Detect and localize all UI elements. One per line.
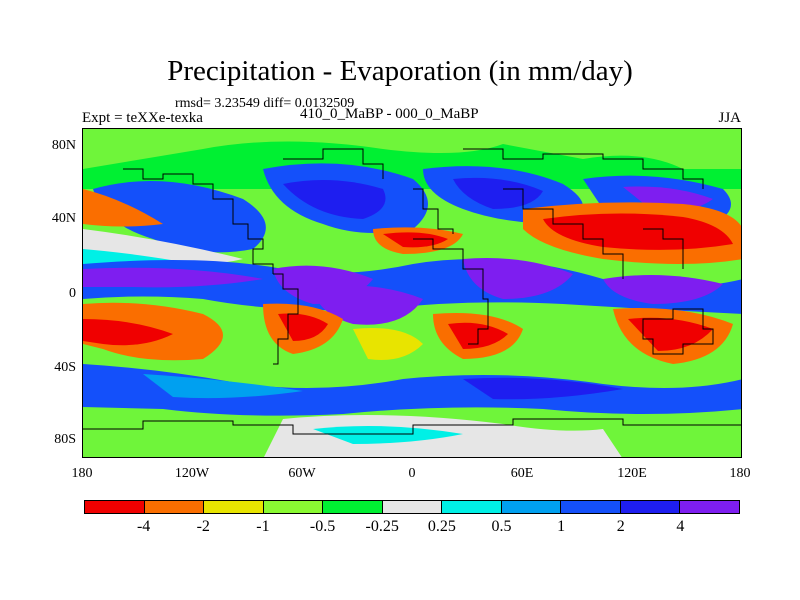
y-tick-0: 0 bbox=[69, 286, 76, 301]
colorbar-swatch bbox=[144, 501, 205, 513]
colorbar-swatch bbox=[382, 501, 443, 513]
x-tick-0: 0 bbox=[408, 466, 416, 481]
colorbar-swatch bbox=[620, 501, 681, 513]
colorbar-swatch bbox=[680, 501, 740, 513]
x-tick-60w: 60W bbox=[288, 466, 316, 481]
colorbar-swatch bbox=[561, 501, 621, 513]
colorbar-label: -2 bbox=[196, 518, 210, 535]
x-tick-60e: 60E bbox=[510, 466, 534, 481]
x-tick-180e: 180 bbox=[729, 466, 751, 481]
stats-label: rmsd= 3.23549 diff= 0.0132509 bbox=[175, 96, 355, 111]
x-tick-120w: 120W bbox=[174, 466, 210, 481]
y-tick-80n: 80N bbox=[51, 138, 76, 153]
x-tick-120e: 120E bbox=[617, 466, 647, 481]
colorbar bbox=[84, 500, 740, 514]
colorbar-swatch bbox=[85, 501, 145, 513]
colorbar-label: 0.25 bbox=[427, 518, 456, 535]
colorbar-label: -4 bbox=[136, 518, 151, 535]
y-tick-80s: 80S bbox=[54, 432, 76, 447]
colorbar-swatch bbox=[263, 501, 324, 513]
precip-evap-map bbox=[82, 128, 742, 458]
colorbar-swatch bbox=[323, 501, 383, 513]
colorbar-swatch bbox=[204, 501, 264, 513]
colorbar-label: -1 bbox=[256, 518, 270, 535]
colorbar-label: -0.5 bbox=[309, 518, 336, 535]
y-tick-40s: 40S bbox=[54, 360, 76, 375]
colorbar-label: 0.5 bbox=[491, 518, 512, 535]
colorbar-label: 2 bbox=[616, 518, 625, 535]
chart-title: Precipitation - Evaporation (in mm/day) bbox=[167, 55, 633, 87]
map-field bbox=[83, 129, 741, 457]
colorbar-label: 4 bbox=[676, 518, 685, 535]
colorbar-label: -0.25 bbox=[365, 518, 399, 535]
colorbar-swatch bbox=[442, 501, 502, 513]
colorbar-label: 1 bbox=[557, 518, 566, 535]
experiment-label: Expt = teXXe-texka bbox=[82, 110, 203, 126]
season-label: JJA bbox=[718, 110, 741, 126]
colorbar-swatch bbox=[501, 501, 562, 513]
y-tick-40n: 40N bbox=[51, 211, 76, 226]
difference-label: 410_0_MaBP - 000_0_MaBP bbox=[300, 106, 479, 122]
x-tick-180w: 180 bbox=[71, 466, 93, 481]
